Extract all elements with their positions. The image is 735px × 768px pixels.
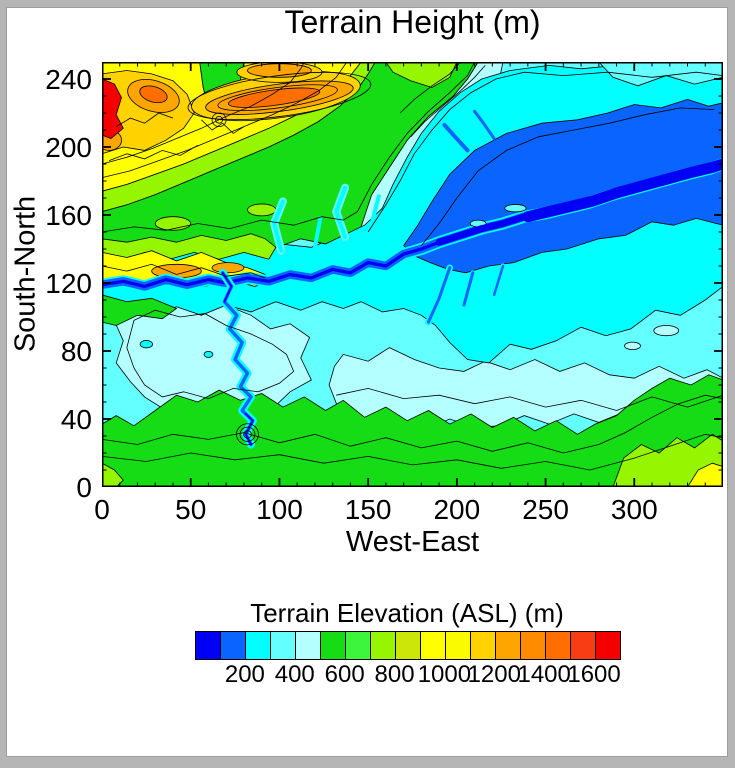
- y-tick-label: 120: [45, 268, 92, 299]
- colorbar-label: 800: [374, 661, 415, 688]
- colorbar-label: 1400: [517, 661, 571, 688]
- basin-inlet: [475, 111, 495, 138]
- colorbar-label: 1200: [467, 661, 521, 688]
- colorbar-segment: [470, 632, 495, 659]
- colorbar: [195, 631, 621, 660]
- colorbar-segment: [295, 632, 320, 659]
- x-tick-label: 100: [256, 494, 303, 525]
- x-tick-label: 300: [610, 494, 658, 525]
- drainage-finger: [336, 188, 345, 237]
- basin-inlet: [494, 266, 503, 295]
- terrain-spot: [654, 326, 679, 336]
- colorbar-segment: [245, 632, 270, 659]
- colorbar-segment: [445, 632, 470, 659]
- terrain-spot: [140, 340, 152, 347]
- x-tick-label: 250: [522, 494, 569, 525]
- colorbar-segment: [370, 632, 395, 659]
- drainage-finger: [315, 218, 320, 247]
- x-tick-label: 150: [344, 494, 392, 525]
- y-tick-label: 80: [60, 336, 92, 367]
- terrain-region: [102, 463, 123, 487]
- colorbar-label: 200: [224, 661, 265, 688]
- colorbar-segment: [420, 632, 445, 659]
- contour-map: [102, 62, 723, 487]
- basin-inlet: [464, 273, 473, 305]
- colorbar-segment: [520, 632, 545, 659]
- terrain-spot: [204, 351, 213, 357]
- colorbar-segment: [570, 632, 595, 659]
- drainage-finger: [372, 196, 379, 223]
- colorbar-label: 400: [274, 661, 315, 688]
- x-axis-label: West-East: [345, 526, 480, 558]
- terrain-spot: [625, 342, 641, 349]
- colorbar-label: 1600: [567, 661, 621, 688]
- x-tick-label: 0: [94, 494, 110, 525]
- y-tick-label: 200: [45, 132, 92, 163]
- colorbar-segment: [545, 632, 570, 659]
- tributary-dark-segment: [223, 273, 232, 302]
- colorbar-segment: [196, 632, 220, 659]
- basin-inlet: [444, 125, 467, 150]
- x-tick-label: 50: [175, 494, 207, 525]
- y-tick-label: 240: [45, 64, 92, 95]
- terrain-region: [102, 375, 723, 487]
- colorbar-segment: [595, 632, 620, 659]
- y-tick-label: 40: [60, 404, 92, 435]
- y-tick-label: 0: [76, 472, 92, 503]
- terrain-region: [247, 204, 275, 216]
- colorbar-title: Terrain Elevation (ASL) (m): [250, 598, 564, 628]
- x-tick-label: 200: [433, 494, 481, 525]
- colorbar-segment: [495, 632, 520, 659]
- basin-inlet: [428, 268, 449, 322]
- terrain-region: [155, 217, 190, 231]
- terrain-region: [102, 295, 177, 326]
- colorbar-label: 1000: [417, 661, 472, 688]
- y-tick-label: 160: [45, 200, 92, 231]
- contour-lines: [102, 62, 723, 470]
- terrain-region: [599, 62, 723, 86]
- terrain-region: [227, 84, 321, 111]
- colorbar-segment: [270, 632, 295, 659]
- river-island: [505, 204, 526, 211]
- terrain-region: [688, 463, 723, 487]
- terrain-region: [212, 263, 244, 273]
- colorbar-segment: [395, 632, 420, 659]
- terrain-region: [137, 83, 169, 106]
- colorbar-label: 600: [324, 661, 365, 688]
- plot-title: Terrain Height (m): [284, 4, 541, 40]
- colorbar-segment: [320, 632, 345, 659]
- river-and-basin: [102, 99, 723, 444]
- colorbar-segment: [220, 632, 245, 659]
- terrain-fill-regions: [102, 62, 723, 487]
- colorbar-segment: [345, 632, 370, 659]
- river-channel-widest: [528, 164, 723, 217]
- drainage-finger: [274, 201, 283, 250]
